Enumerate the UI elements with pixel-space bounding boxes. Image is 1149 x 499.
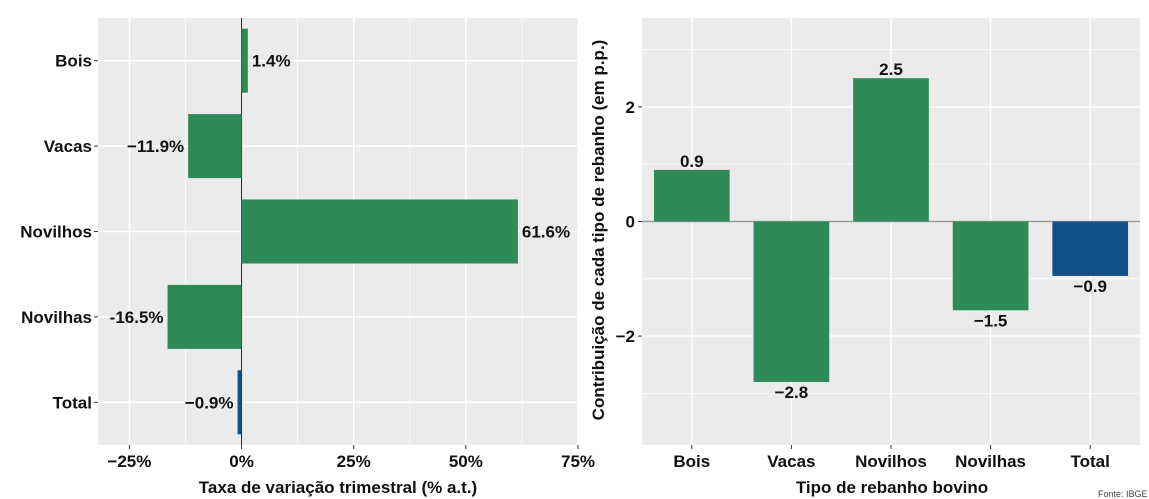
right-data-label: 0.9: [680, 152, 704, 171]
left-bar: [241, 28, 248, 93]
right-data-label: −0.9: [1073, 277, 1107, 296]
right-bar: [952, 221, 1029, 311]
left-bar: [237, 370, 242, 435]
left-data-labels: 1.4% −11.9% 61.6% -16.5% −0.9%: [110, 52, 570, 413]
right-x-tick-label: Total: [1071, 452, 1110, 471]
right-x-tick-label: Vacas: [767, 452, 815, 471]
right-bar: [853, 78, 929, 222]
left-bar: [241, 199, 518, 264]
left-data-label: 61.6%: [522, 223, 570, 242]
right-x-tick-label: Novilhos: [855, 452, 927, 471]
left-data-label: −0.9%: [185, 393, 234, 412]
left-data-label: -16.5%: [110, 308, 164, 327]
right-bar: [653, 169, 730, 222]
right-data-label: −1.5: [974, 311, 1008, 330]
right-data-labels: 0.9 −2.8 2.5 −1.5 −0.9: [680, 60, 1107, 402]
right-x-tick-label: Novilhas: [955, 452, 1026, 471]
right-y-tick-labels: −2 0 2: [616, 98, 642, 346]
left-x-tick-labels: −25% 0% 25% 50% 75%: [107, 445, 595, 471]
left-data-label: 1.4%: [252, 52, 291, 71]
right-y-tick-label: 2: [626, 98, 635, 117]
left-y-tick-labels: Bois Vacas Novilhos Novilhas Total: [20, 52, 98, 412]
right-y-tick-label: −2: [616, 327, 635, 346]
left-data-label: −11.9%: [127, 137, 184, 156]
right-bars: [653, 78, 1129, 382]
left-y-tick-label: Novilhas: [21, 308, 92, 327]
left-y-tick-label: Novilhos: [20, 223, 92, 242]
right-bar: [753, 221, 830, 382]
source-note: Fonte: IBGE: [1098, 489, 1148, 499]
left-x-tick-label: 0%: [229, 452, 254, 471]
left-y-tick-label: Total: [53, 393, 92, 412]
right-y-tick-label: 0: [626, 212, 635, 231]
right-x-axis-title: Tipo de rebanho bovino: [796, 478, 988, 497]
left-chart-horizontal-bars: 1.4% −11.9% 61.6% -16.5% −0.9% Bois Vacas Novi…: [20, 18, 595, 497]
left-x-tick-label: −25%: [107, 452, 151, 471]
left-y-tick-label: Vacas: [44, 137, 92, 156]
right-y-axis-title: Contribuição de cada tipo de rebanho (em…: [589, 40, 608, 421]
left-x-tick-label: 50%: [449, 452, 483, 471]
left-x-axis-title: Taxa de variação trimestral (% a.t.): [199, 478, 477, 497]
right-x-tick-labels: Bois Vacas Novilhos Novilhas Total: [673, 445, 1110, 471]
right-data-label: −2.8: [775, 383, 809, 402]
left-x-tick-label: 25%: [337, 452, 371, 471]
right-data-label: 2.5: [879, 60, 903, 79]
right-x-tick-label: Bois: [673, 452, 710, 471]
left-bars: [167, 28, 518, 435]
right-bar: [1052, 221, 1129, 276]
left-bar: [167, 284, 242, 349]
right-chart-vertical-bars: 0.9 −2.8 2.5 −1.5 −0.9 −2 0 2 Bois Vacas Novilho…: [589, 18, 1140, 497]
left-x-tick-label: 75%: [561, 452, 595, 471]
left-y-tick-label: Bois: [55, 52, 92, 71]
left-bar: [188, 114, 242, 179]
